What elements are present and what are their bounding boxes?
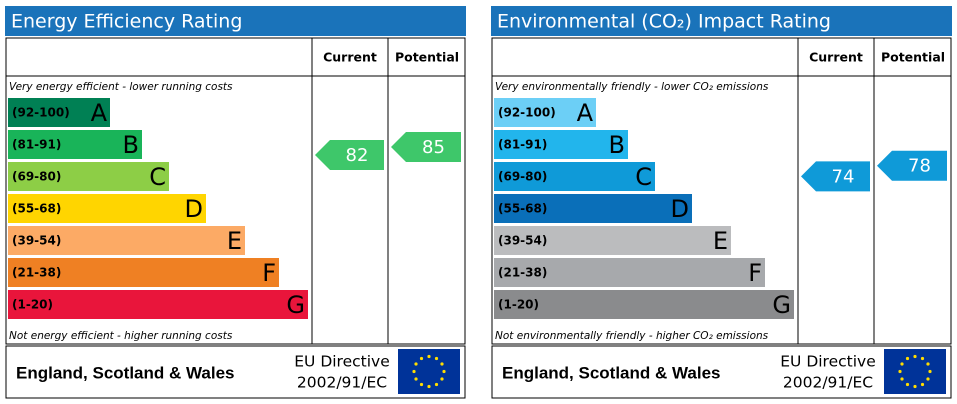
band-bar xyxy=(8,162,169,191)
eu-star xyxy=(414,377,418,381)
band-range: (21-38) xyxy=(12,266,61,280)
bottom-note: Not energy efficient - higher running co… xyxy=(9,330,233,342)
band-letter: D xyxy=(185,195,203,223)
footer-box xyxy=(5,345,466,399)
band-range: (69-80) xyxy=(12,170,61,184)
band-bar xyxy=(8,98,110,127)
footer-box xyxy=(491,345,952,399)
band-range: (81-91) xyxy=(12,138,61,152)
rating-arrow xyxy=(391,132,461,162)
eu-star xyxy=(900,362,904,366)
band-range: (81-91) xyxy=(498,138,547,152)
eu-star xyxy=(926,362,930,366)
rating-arrow xyxy=(315,140,384,171)
band-range: (1-20) xyxy=(12,298,53,312)
band-bar xyxy=(494,162,655,191)
eu-star xyxy=(434,356,439,361)
band-letter: A xyxy=(577,99,594,127)
band-letter: B xyxy=(609,131,625,159)
band-bar xyxy=(494,258,765,287)
top-note: Very environmentally friendly - lower CO… xyxy=(495,81,769,93)
footer-directive: 2002/91/EC xyxy=(783,374,873,392)
band-range: (55-68) xyxy=(498,202,547,216)
top-note: Very energy efficient - lower running co… xyxy=(9,81,233,93)
rating-box xyxy=(5,37,466,345)
eu-star xyxy=(419,382,424,387)
band-bar xyxy=(494,194,692,223)
footer-directive: EU Directive xyxy=(294,353,390,371)
eu-star xyxy=(412,369,416,374)
title-bar xyxy=(5,6,466,36)
band-bar xyxy=(8,130,142,159)
band-letter: C xyxy=(149,163,166,191)
eu-star xyxy=(900,377,904,381)
rating-arrow xyxy=(877,150,947,181)
title-bar xyxy=(491,6,952,36)
band-bar xyxy=(494,226,731,255)
band-range: (39-54) xyxy=(12,234,61,248)
column-header: Potential xyxy=(881,50,945,65)
eu-star xyxy=(913,354,917,359)
eu-star xyxy=(442,369,446,374)
band-bar xyxy=(8,226,245,255)
column-header: Current xyxy=(323,50,377,65)
eu-star xyxy=(905,382,910,387)
eu-star xyxy=(427,384,431,389)
eu-star xyxy=(434,382,439,387)
eu-star xyxy=(414,362,418,366)
eu-star xyxy=(920,356,925,361)
band-letter: F xyxy=(262,259,276,287)
band-letter: C xyxy=(635,163,652,191)
band-bar xyxy=(494,130,628,159)
band-bar xyxy=(494,290,794,319)
rating-value: 82 xyxy=(346,145,369,166)
rating-value: 85 xyxy=(422,137,445,158)
band-letter: E xyxy=(713,227,728,255)
eu-star xyxy=(440,377,444,381)
band-bar xyxy=(8,258,279,287)
panel-title: Environmental (CO₂) Impact Rating xyxy=(497,11,831,33)
eu-star xyxy=(427,354,431,359)
eu-star xyxy=(928,369,932,374)
eu-star xyxy=(926,377,930,381)
eu-star xyxy=(920,382,925,387)
eu-star xyxy=(905,356,910,361)
band-bar xyxy=(8,290,308,319)
bottom-note: Not environmentally friendly - higher CO… xyxy=(495,330,769,342)
band-letter: A xyxy=(91,99,108,127)
band-letter: G xyxy=(772,291,791,319)
eu-star xyxy=(419,356,424,361)
footer-directive: EU Directive xyxy=(780,353,876,371)
eu-star xyxy=(898,369,902,374)
band-range: (92-100) xyxy=(498,106,556,120)
band-range: (21-38) xyxy=(498,266,547,280)
rating-box xyxy=(491,37,952,345)
footer-directive: 2002/91/EC xyxy=(297,374,387,392)
band-bar xyxy=(494,98,596,127)
panel-title: Energy Efficiency Rating xyxy=(11,11,242,33)
rating-value: 74 xyxy=(832,166,855,187)
column-header: Potential xyxy=(395,50,459,65)
band-bar xyxy=(8,194,206,223)
eu-star xyxy=(440,362,444,366)
band-range: (92-100) xyxy=(12,106,70,120)
band-range: (69-80) xyxy=(498,170,547,184)
band-range: (39-54) xyxy=(498,234,547,248)
band-letter: B xyxy=(123,131,139,159)
band-letter: F xyxy=(748,259,762,287)
band-range: (1-20) xyxy=(498,298,539,312)
footer-region: England, Scotland & Wales xyxy=(502,363,721,382)
band-letter: E xyxy=(227,227,242,255)
band-letter: G xyxy=(286,291,305,319)
band-letter: D xyxy=(671,195,689,223)
rating-arrow xyxy=(801,161,870,192)
footer-region: England, Scotland & Wales xyxy=(16,363,235,382)
band-range: (55-68) xyxy=(12,202,61,216)
column-header: Current xyxy=(809,50,863,65)
eu-star xyxy=(913,384,917,389)
rating-value: 78 xyxy=(908,156,931,177)
